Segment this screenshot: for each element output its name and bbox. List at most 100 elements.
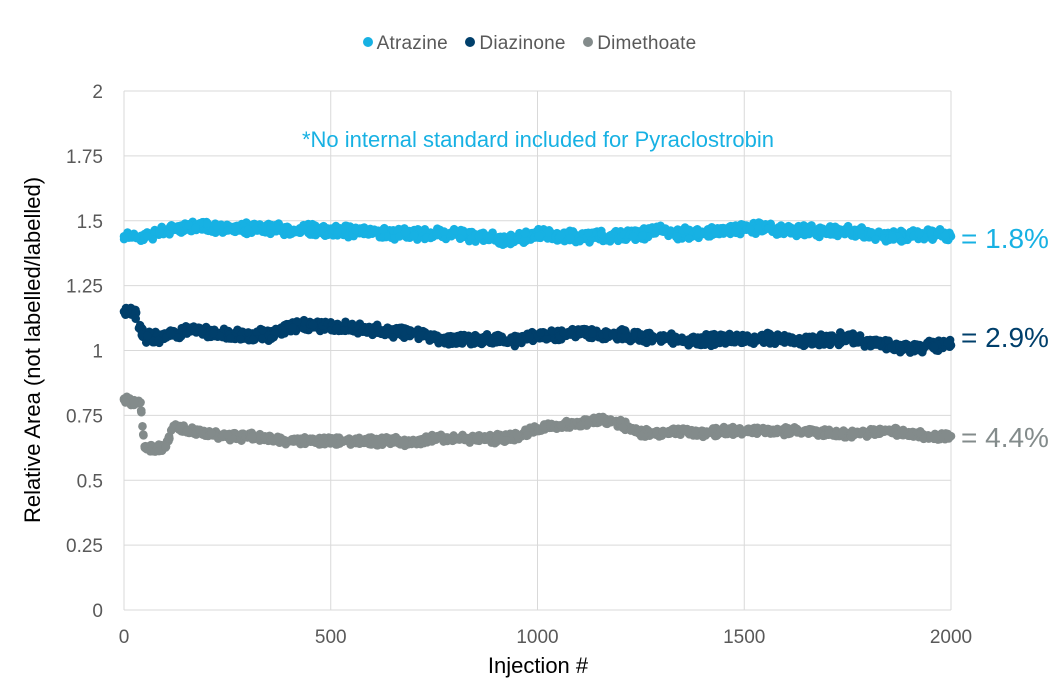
data-point bbox=[824, 429, 833, 439]
data-point bbox=[745, 224, 755, 234]
data-point bbox=[243, 328, 253, 337]
data-point bbox=[212, 221, 221, 231]
legend-label-dimethoate: Dimethoate bbox=[597, 33, 697, 54]
legend-item-dimethoate: Dimethoate bbox=[583, 33, 696, 55]
data-point bbox=[839, 426, 848, 435]
legend-marker-atrazine bbox=[362, 36, 373, 47]
data-point bbox=[850, 430, 860, 439]
data-point bbox=[182, 428, 192, 437]
data-point bbox=[443, 332, 453, 341]
data-point bbox=[299, 324, 309, 333]
legend-label-diazinone: Diazinone bbox=[479, 33, 566, 54]
y-tick-label: 0 bbox=[92, 601, 103, 622]
data-point bbox=[223, 226, 233, 235]
data-point bbox=[706, 341, 716, 351]
data-points bbox=[119, 217, 956, 456]
data-point bbox=[711, 228, 720, 238]
data-point bbox=[764, 224, 774, 233]
data-point bbox=[689, 428, 699, 438]
data-point bbox=[409, 231, 419, 241]
data-point bbox=[595, 415, 605, 425]
data-point bbox=[215, 331, 225, 341]
data-point bbox=[354, 433, 364, 443]
data-point bbox=[305, 434, 315, 443]
data-point bbox=[556, 230, 566, 240]
data-point bbox=[834, 340, 844, 350]
data-point bbox=[136, 406, 146, 416]
data-point bbox=[783, 428, 793, 438]
data-point bbox=[559, 328, 568, 337]
data-point bbox=[919, 434, 928, 444]
data-point bbox=[542, 335, 551, 344]
y-axis-ticks: 0 0.25 0.5 0.75 1 1.25 1.5 1.75 2 bbox=[66, 82, 103, 622]
data-point bbox=[688, 336, 698, 346]
data-point bbox=[638, 231, 647, 240]
data-point bbox=[494, 237, 503, 246]
data-point bbox=[658, 427, 668, 437]
data-point bbox=[223, 430, 232, 439]
data-point bbox=[377, 438, 387, 447]
data-point bbox=[845, 330, 854, 340]
data-point bbox=[943, 338, 953, 348]
data-point bbox=[452, 332, 461, 341]
data-point bbox=[644, 224, 653, 233]
y-tick-label: 1.5 bbox=[77, 212, 103, 233]
data-point bbox=[651, 229, 660, 238]
data-point bbox=[803, 426, 813, 436]
data-point bbox=[628, 232, 638, 241]
data-point bbox=[166, 329, 176, 339]
data-point bbox=[708, 424, 718, 433]
data-point bbox=[190, 326, 200, 335]
data-point bbox=[523, 431, 532, 440]
data-point bbox=[292, 317, 302, 326]
data-point bbox=[501, 436, 511, 445]
data-point bbox=[243, 225, 253, 235]
data-point bbox=[565, 233, 575, 243]
data-point bbox=[299, 317, 308, 327]
y-tick-label: 1.25 bbox=[66, 277, 103, 298]
data-point bbox=[794, 337, 804, 347]
data-point bbox=[843, 221, 853, 231]
data-point bbox=[764, 332, 774, 342]
data-point bbox=[669, 332, 678, 342]
rsd-label-atrazine: = 1.8% bbox=[961, 223, 1049, 254]
data-point bbox=[556, 420, 566, 430]
data-point bbox=[378, 225, 388, 235]
data-point bbox=[400, 228, 410, 237]
data-point bbox=[659, 227, 668, 236]
data-point bbox=[357, 223, 367, 233]
data-point bbox=[816, 227, 826, 236]
data-point bbox=[576, 421, 586, 431]
data-point bbox=[161, 442, 171, 451]
chart-annotation: *No internal standard included for Pyrac… bbox=[302, 127, 774, 152]
data-point bbox=[892, 430, 902, 440]
data-point bbox=[741, 332, 751, 341]
y-tick-label: 0.5 bbox=[77, 471, 103, 492]
data-point bbox=[616, 416, 625, 426]
data-point bbox=[575, 236, 585, 246]
data-point bbox=[327, 436, 337, 446]
data-point bbox=[931, 432, 941, 442]
data-point bbox=[776, 221, 786, 230]
data-point bbox=[928, 235, 937, 244]
data-point bbox=[167, 221, 176, 231]
data-point bbox=[536, 328, 545, 337]
data-point bbox=[370, 226, 379, 235]
data-point bbox=[906, 346, 916, 355]
data-point bbox=[929, 342, 939, 352]
data-point bbox=[491, 337, 501, 347]
data-point bbox=[853, 335, 862, 345]
y-axis-title: Relative Area (not labelled/labelled) bbox=[20, 177, 45, 523]
data-point bbox=[506, 230, 516, 240]
data-point bbox=[129, 397, 139, 407]
data-point bbox=[872, 337, 882, 347]
data-point bbox=[267, 334, 276, 344]
data-point bbox=[888, 233, 897, 242]
data-point bbox=[332, 323, 342, 333]
data-point bbox=[351, 225, 360, 235]
gridlines bbox=[123, 90, 952, 611]
data-point bbox=[914, 229, 924, 239]
series-diazinone bbox=[119, 303, 956, 357]
data-point bbox=[512, 430, 522, 440]
data-point bbox=[637, 330, 646, 339]
